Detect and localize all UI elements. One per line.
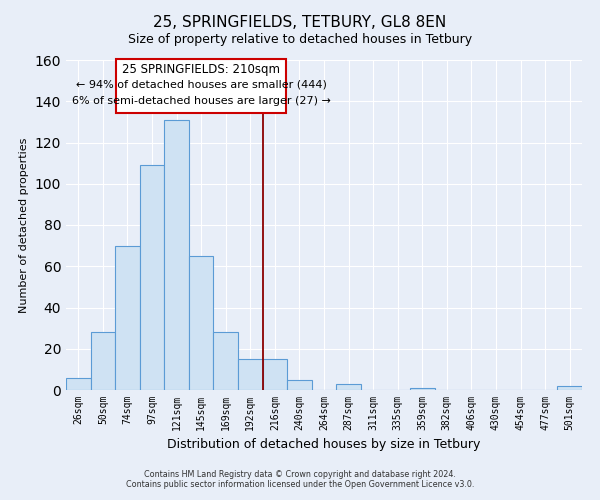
Bar [115,246,140,390]
Bar [66,378,91,390]
Text: 25 SPRINGFIELDS: 210sqm: 25 SPRINGFIELDS: 210sqm [122,63,280,76]
Text: 25, SPRINGFIELDS, TETBURY, GL8 8EN: 25, SPRINGFIELDS, TETBURY, GL8 8EN [154,15,446,30]
Text: Size of property relative to detached houses in Tetbury: Size of property relative to detached ho… [128,32,472,46]
Bar [410,388,434,390]
FancyBboxPatch shape [116,59,286,112]
Text: 6% of semi-detached houses are larger (27) →: 6% of semi-detached houses are larger (2… [72,96,331,106]
Bar [91,332,115,390]
Bar [263,359,287,390]
Bar [336,384,361,390]
Bar [140,165,164,390]
Y-axis label: Number of detached properties: Number of detached properties [19,138,29,312]
Bar [557,386,582,390]
Bar [238,359,263,390]
Bar [189,256,214,390]
Bar [214,332,238,390]
Text: Contains HM Land Registry data © Crown copyright and database right 2024.
Contai: Contains HM Land Registry data © Crown c… [126,470,474,489]
Text: ← 94% of detached houses are smaller (444): ← 94% of detached houses are smaller (44… [76,80,326,90]
Bar [164,120,189,390]
X-axis label: Distribution of detached houses by size in Tetbury: Distribution of detached houses by size … [167,438,481,452]
Bar [287,380,312,390]
